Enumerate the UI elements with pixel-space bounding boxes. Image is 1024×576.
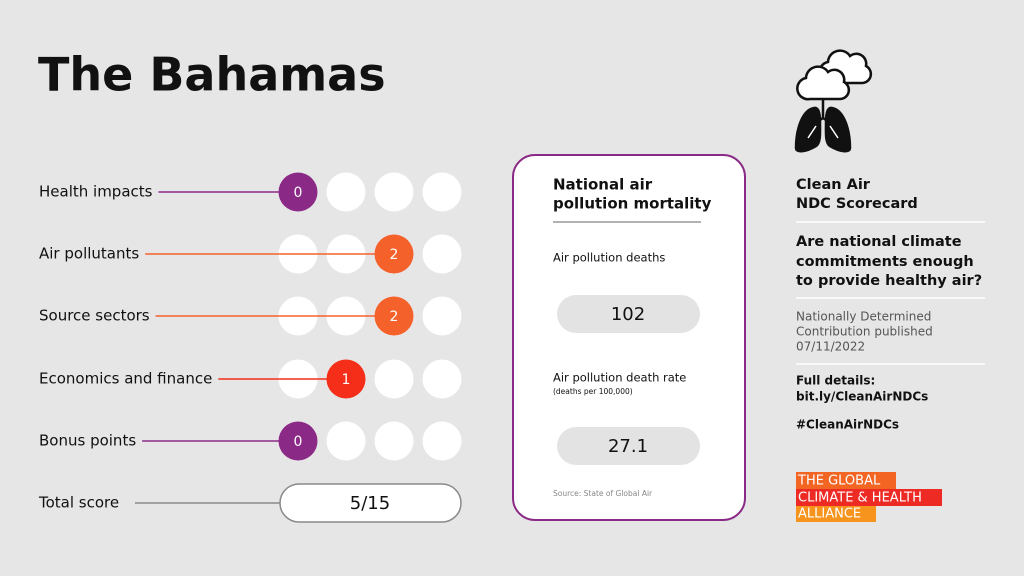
- score-marker: [374, 296, 414, 336]
- details: bit.ly/CleanAirNDCs: [796, 390, 928, 404]
- cloud-lungs-icon: [794, 49, 873, 153]
- score-slot: [326, 172, 366, 212]
- score-slot: [422, 296, 462, 336]
- sidebar-title: NDC Scorecard: [796, 196, 918, 212]
- score-slot: [374, 421, 414, 461]
- hashtag: #CleanAirNDCs: [796, 418, 899, 432]
- question: commitments enough: [796, 254, 974, 270]
- row-label: Bonus points: [39, 432, 136, 450]
- logo-box: [796, 506, 876, 522]
- row-label: Health impacts: [39, 183, 153, 201]
- score-marker: [374, 234, 414, 274]
- row-label: Source sectors: [39, 307, 150, 325]
- score-slot: [326, 421, 366, 461]
- card-title: pollution mortality: [553, 195, 712, 213]
- logo-box: [796, 472, 896, 489]
- rate-value: 27.1: [608, 436, 648, 457]
- details: Full details:: [796, 374, 875, 388]
- deaths-value: 102: [611, 304, 645, 325]
- row-label: Air pollutants: [39, 245, 139, 263]
- question: Are national climate: [796, 234, 962, 250]
- total-label: Total score: [38, 494, 119, 512]
- logo-text: THE GLOBAL: [797, 474, 881, 489]
- logo-text: CLIMATE & HEALTH: [798, 491, 922, 506]
- source: Source: State of Global Air: [553, 489, 653, 498]
- published: 07/11/2022: [796, 340, 865, 354]
- deaths-label: Air pollution deaths: [553, 251, 665, 265]
- score-slot: [374, 172, 414, 212]
- country-title: The Bahamas: [38, 48, 386, 102]
- score-value: 2: [390, 309, 399, 325]
- score-value: 2: [390, 247, 399, 263]
- score-slot: [374, 359, 414, 399]
- deaths-pill: [557, 295, 700, 333]
- score-marker: [278, 421, 318, 461]
- score-slot: [422, 234, 462, 274]
- sidebar-title: Clean Air: [796, 177, 871, 193]
- score-value: 0: [294, 434, 303, 450]
- logo-text: ALLIANCE: [798, 507, 861, 522]
- card-title: National air: [553, 176, 653, 194]
- published: Contribution published: [796, 325, 933, 339]
- logo-box: [796, 489, 942, 506]
- rate-pill: [557, 427, 700, 465]
- row-label: Economics and finance: [39, 370, 212, 388]
- score-marker: [326, 359, 366, 399]
- score-value: 0: [294, 185, 303, 201]
- question: to provide healthy air?: [796, 273, 982, 289]
- rate-note: (deaths per 100,000): [553, 387, 633, 396]
- score-slot: [422, 359, 462, 399]
- score-slot: [422, 172, 462, 212]
- rate-label: Air pollution death rate: [553, 371, 686, 385]
- score-value: 1: [342, 372, 351, 388]
- score-slot: [422, 421, 462, 461]
- score-marker: [278, 172, 318, 212]
- total-pill: [279, 483, 462, 523]
- total-value: 5/15: [350, 493, 390, 514]
- published: Nationally Determined: [796, 310, 931, 324]
